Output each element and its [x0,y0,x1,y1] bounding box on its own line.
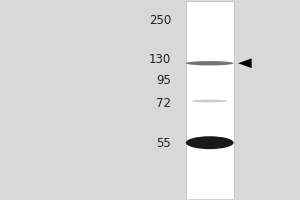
Text: 130: 130 [149,53,171,66]
Ellipse shape [186,136,234,149]
Ellipse shape [192,100,228,102]
Ellipse shape [186,61,234,65]
Bar [186,1,234,199]
Polygon shape [238,58,252,68]
Text: 55: 55 [156,137,171,150]
Text: 250: 250 [149,14,171,27]
Text: 72: 72 [156,97,171,110]
Text: 95: 95 [156,74,171,87]
